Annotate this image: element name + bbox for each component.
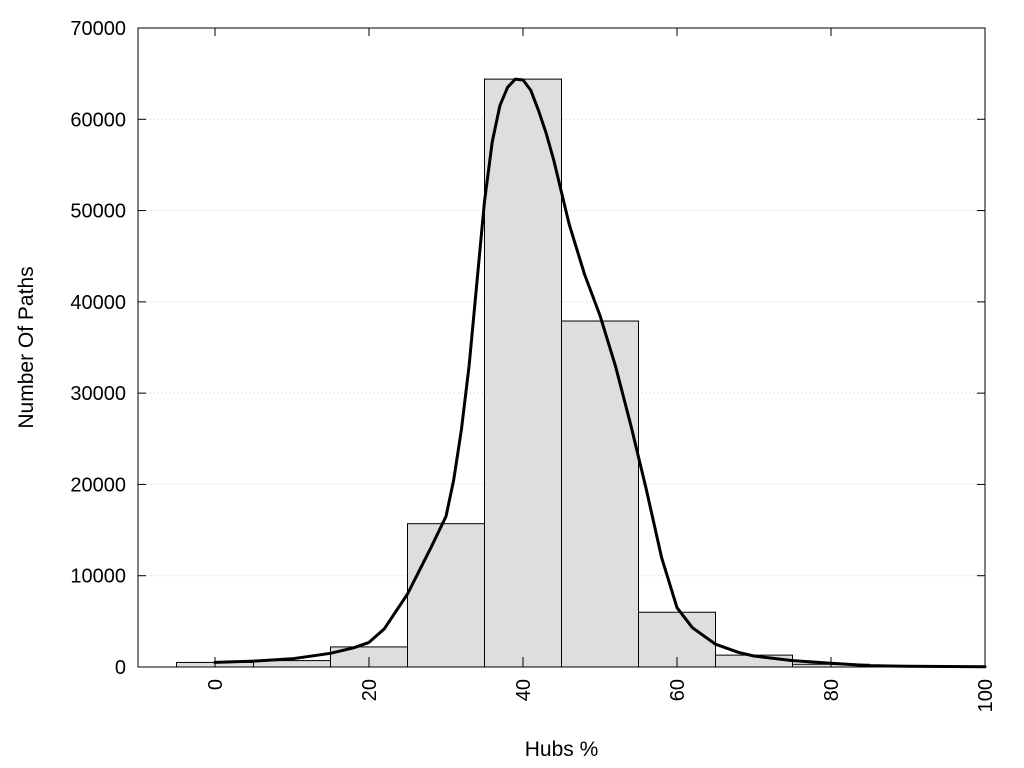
density-curve — [213, 77, 987, 669]
histogram-bar-3 — [407, 523, 485, 668]
x-tick-label-2: 40 — [513, 679, 535, 701]
histogram-bar-4 — [484, 78, 562, 668]
y-tick-label-7: 70000 — [70, 18, 126, 40]
x-tick-label-3: 60 — [667, 679, 689, 701]
y-axis: 0 10000 20000 30000 40000 50000 60000 70000 — [70, 18, 985, 679]
y-tick-label-5: 50000 — [70, 201, 126, 223]
x-tick-label-4: 80 — [821, 679, 843, 701]
x-tick-label-1: 20 — [359, 679, 381, 701]
bars — [176, 78, 947, 668]
y-tick-label-6: 60000 — [70, 109, 126, 131]
histogram-bar-5 — [561, 320, 639, 668]
y-tick-label-2: 20000 — [70, 474, 126, 496]
y-axis-title: Number Of Paths — [15, 266, 38, 428]
y-tick-label-1: 10000 — [70, 566, 126, 588]
density-curve-line — [213, 77, 987, 669]
x-tick-label-0: 0 — [205, 679, 227, 690]
x-axis-title: Hubs % — [525, 738, 599, 761]
plot-frame — [137, 27, 986, 668]
x-axis: 0 20 40 60 80 100 — [205, 28, 997, 712]
y-tick-label-3: 30000 — [70, 383, 126, 405]
y-tick-label-4: 40000 — [70, 292, 126, 314]
x-tick-label-5: 100 — [975, 679, 997, 712]
y-tick-label-0: 0 — [115, 657, 126, 679]
